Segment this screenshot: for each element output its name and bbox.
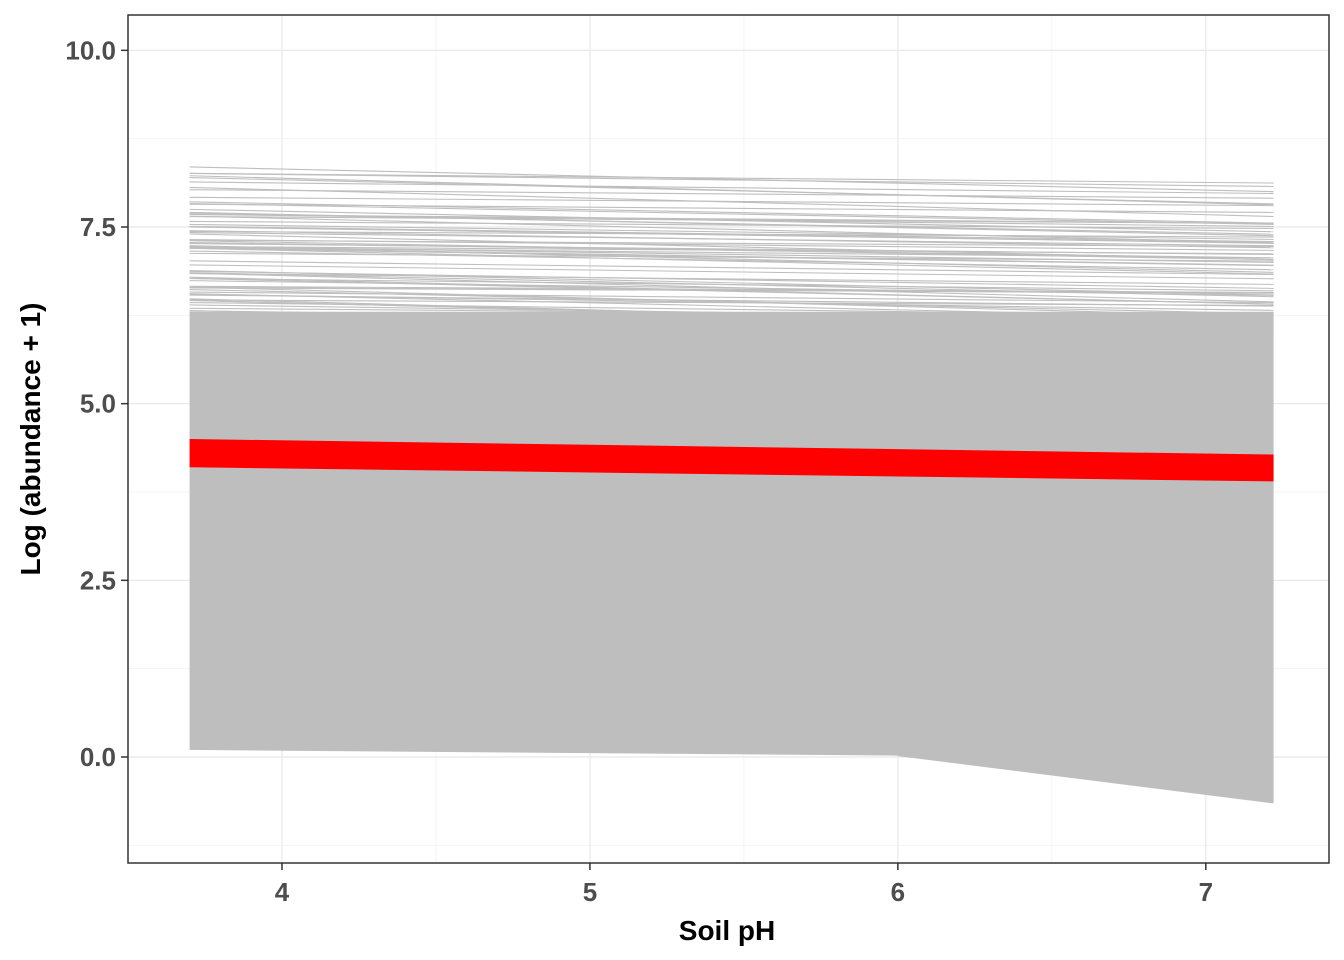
gray-fit-line (897, 752, 1274, 782)
gray-fit-line (897, 755, 1274, 804)
mean-fit-band-shape (189, 439, 1274, 482)
y-axis: 0.0 2.5 5.0 7.5 10.0 (65, 35, 128, 772)
gray-fit-line (189, 181, 1274, 195)
gray-fit-line (189, 277, 1274, 292)
gray-fit-line (189, 176, 1274, 205)
gray-fit-line (897, 752, 1274, 779)
gray-fit-line (189, 239, 1274, 248)
x-tick-label: 7 (1199, 877, 1213, 907)
gray-fit-line (189, 272, 1274, 303)
gray-fit-line (189, 172, 1274, 188)
gray-fit-line (189, 270, 1274, 289)
gray-fit-line (189, 202, 1274, 225)
gray-fit-line (189, 220, 1274, 230)
gray-fit-line (189, 208, 1274, 233)
gray-fit-line (189, 301, 1274, 317)
gray-fit-line (897, 754, 1274, 797)
gray-fit-line (897, 753, 1274, 787)
gray-fit-line (897, 751, 1274, 777)
y-axis-title: Log (abundance + 1) (15, 302, 46, 575)
gray-fit-band (189, 311, 1274, 803)
gray-fit-line (189, 245, 1274, 273)
gray-fit-line (897, 750, 1274, 764)
gray-fit-line (189, 260, 1274, 276)
gray-fit-line (189, 264, 1274, 280)
gray-fit-line (897, 753, 1274, 789)
gray-fit-line (189, 230, 1274, 238)
gray-fit-line (189, 291, 1274, 304)
gray-fit-line (897, 754, 1274, 799)
gray-fit-line (897, 753, 1274, 794)
gray-fit-line (897, 750, 1274, 762)
gray-fit-line (897, 752, 1274, 784)
y-tick-label: 7.5 (80, 212, 116, 242)
gray-fit-line (189, 272, 1274, 285)
gray-fit-line (189, 298, 1274, 330)
x-axis-title: Soil pH (679, 915, 775, 946)
gray-fit-line (897, 751, 1274, 772)
y-tick-label: 10.0 (65, 35, 116, 65)
gray-fit-line (189, 166, 1274, 193)
gray-fit-line (189, 223, 1274, 240)
gray-fit-line (189, 215, 1274, 244)
gray-fit-line (189, 285, 1274, 294)
gray-fit-line (189, 203, 1274, 213)
x-axis: 4 5 6 7 (275, 863, 1213, 907)
y-tick-label: 0.0 (80, 742, 116, 772)
gray-fit-line (189, 287, 1274, 294)
gray-fit-line (189, 189, 1274, 199)
gray-fit-line (189, 299, 1274, 306)
gray-fit-line (897, 750, 1274, 767)
gray-fit-line (189, 307, 1274, 318)
x-tick-label: 4 (275, 877, 290, 907)
gray-fit-line (189, 196, 1274, 207)
gray-fit-lines (189, 166, 1274, 804)
gray-fit-line (897, 754, 1274, 801)
gray-fit-line (189, 252, 1274, 262)
gray-fit-line (189, 241, 1274, 259)
x-tick-label: 5 (583, 877, 597, 907)
panel-border (127, 14, 1330, 864)
x-tick-label: 6 (891, 877, 905, 907)
gray-fit-line (189, 172, 1274, 184)
gray-fit-line (189, 310, 1274, 326)
gray-fit-line (189, 211, 1274, 237)
gray-fit-line (189, 310, 1274, 335)
y-tick-label: 5.0 (80, 389, 116, 419)
gray-fit-line (897, 753, 1274, 792)
gray-fit-line (897, 751, 1274, 774)
gray-fit-line (897, 751, 1274, 769)
gray-fit-line (189, 247, 1274, 275)
gray-fit-line (189, 277, 1274, 305)
mean-fit-band (189, 439, 1274, 482)
y-tick-label: 2.5 (80, 565, 116, 595)
gray-fit-line (189, 232, 1274, 247)
gray-fit-line (189, 226, 1274, 244)
